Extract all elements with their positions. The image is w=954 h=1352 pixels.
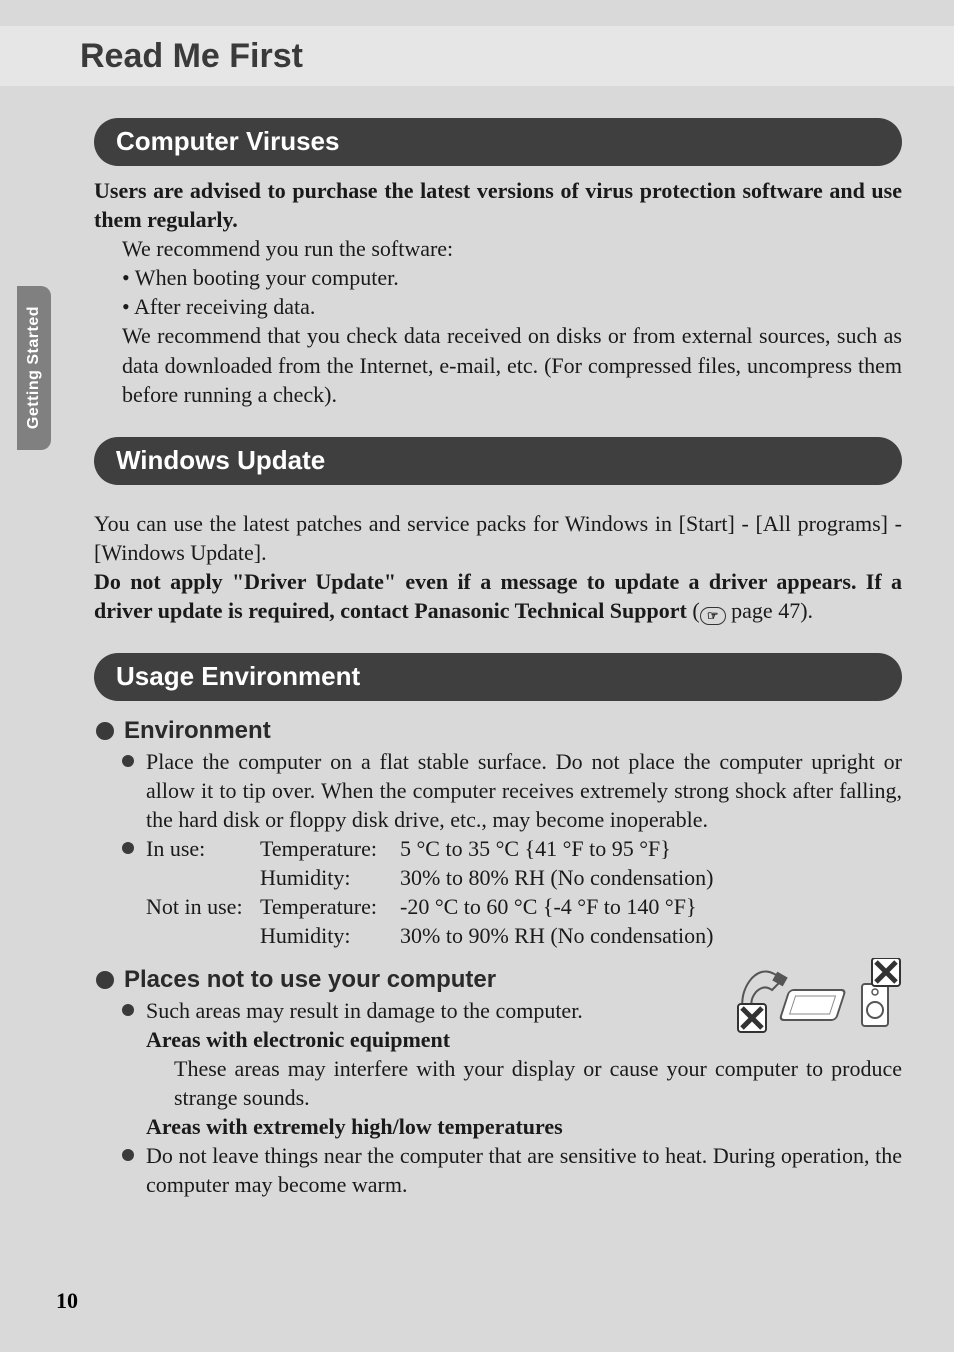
- env-spec-block: In use: Temperature: 5 °C to 35 °C {41 °…: [146, 834, 902, 950]
- bullet-icon: [96, 722, 114, 740]
- bullet-icon: [122, 1149, 134, 1161]
- viruses-recommend-intro: We recommend you run the software:: [122, 234, 902, 263]
- page-number: 10: [56, 1288, 78, 1314]
- section-heading-viruses: Computer Viruses: [94, 118, 902, 166]
- env-place-row: Place the computer on a flat stable surf…: [122, 747, 902, 834]
- viruses-advice: Users are advised to purchase the latest…: [94, 176, 902, 234]
- spec-hum-label: Humidity:: [260, 863, 400, 892]
- places-block: Places not to use your computer: [94, 964, 902, 1199]
- env-place-text: Place the computer on a flat stable surf…: [146, 747, 902, 834]
- page-title: Read Me First: [80, 37, 303, 76]
- section-heading-windows: Windows Update: [94, 437, 902, 485]
- env-inuse-row: In use: Temperature: 5 °C to 35 °C {41 °…: [122, 834, 902, 950]
- spec-temp-label: Temperature:: [260, 834, 400, 863]
- page-ref-icon: ☞: [700, 607, 726, 625]
- spec-inuse-hum-val: 30% to 80% RH (No condensation): [400, 863, 902, 892]
- spec-notinuse-hum-val: 30% to 90% RH (No condensation): [400, 921, 902, 950]
- bullet-icon: [96, 971, 114, 989]
- spacer: [94, 495, 902, 509]
- spec-notinuse-label: Not in use:: [146, 892, 260, 921]
- section-heading-usage: Usage Environment: [94, 653, 902, 701]
- do-not-use-icon: [732, 958, 902, 1036]
- heat-note-row: Do not leave things near the computer th…: [122, 1141, 902, 1199]
- spec-temp-label2: Temperature:: [260, 892, 400, 921]
- viruses-check-data: We recommend that you check data receive…: [122, 321, 902, 408]
- areas-temp-heading: Areas with extremely high/low temperatur…: [146, 1112, 902, 1141]
- bullet-icon: [122, 842, 134, 854]
- spec-row-notinuse-temp: Not in use: Temperature: -20 °C to 60 °C…: [146, 892, 902, 921]
- spec-inuse-temp-val: 5 °C to 35 °C {41 °F to 95 °F}: [400, 834, 902, 863]
- spec-table: In use: Temperature: 5 °C to 35 °C {41 °…: [146, 834, 902, 950]
- side-tab-label: Getting Started: [25, 306, 43, 429]
- spec-row-notinuse-hum: Humidity: 30% to 90% RH (No condensation…: [146, 921, 902, 950]
- page-root: Getting Started Read Me First Computer V…: [0, 0, 954, 1352]
- spec-empty2: [146, 921, 260, 950]
- spec-row-inuse-hum: Humidity: 30% to 80% RH (No condensation…: [146, 863, 902, 892]
- side-tab-getting-started: Getting Started: [17, 286, 51, 450]
- windows-warning: Do not apply "Driver Update" even if a m…: [94, 567, 902, 625]
- subheading-places-label: Places not to use your computer: [124, 964, 496, 996]
- windows-warn-open: (: [687, 598, 700, 623]
- subheading-env-label: Environment: [124, 715, 271, 747]
- subheading-environment: Environment: [94, 715, 902, 747]
- content-region: Computer Viruses Users are advised to pu…: [94, 110, 902, 1199]
- places-illustration: [732, 958, 902, 1036]
- areas-elec-body: These areas may interfere with your disp…: [174, 1054, 902, 1112]
- bullet-icon: [122, 755, 134, 767]
- heat-note-text: Do not leave things near the computer th…: [146, 1141, 902, 1199]
- spec-inuse-label: In use:: [146, 834, 260, 863]
- spec-empty: [146, 863, 260, 892]
- title-bar: Read Me First: [0, 26, 954, 86]
- spec-notinuse-temp-val: -20 °C to 60 °C {-4 °F to 140 °F}: [400, 892, 902, 921]
- viruses-bullet-data: • After receiving data.: [122, 292, 902, 321]
- bullet-icon: [122, 1004, 134, 1016]
- spec-hum-label2: Humidity:: [260, 921, 400, 950]
- windows-line1: You can use the latest patches and servi…: [94, 509, 902, 567]
- viruses-bullet-boot: • When booting your computer.: [122, 263, 902, 292]
- windows-warn-pageref: page 47).: [726, 598, 813, 623]
- spec-row-inuse-temp: In use: Temperature: 5 °C to 35 °C {41 °…: [146, 834, 902, 863]
